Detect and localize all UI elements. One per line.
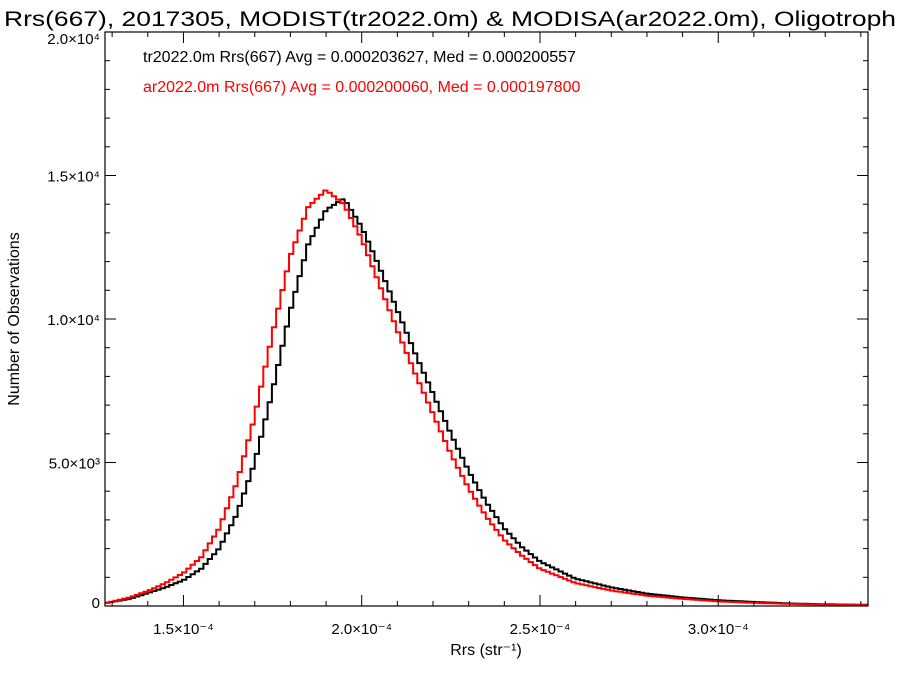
y-tick-label: 1.0×10⁴ (47, 312, 100, 329)
series-line-tr2022.0m (105, 198, 868, 606)
chart-title: Rrs(667), 2017305, MODIST(tr2022.0m) & M… (4, 7, 896, 31)
series-line-ar2022.0m (105, 189, 868, 607)
y-tick-label: 1.5×10⁴ (47, 169, 100, 186)
series-annotation-ar: ar2022.0m Rrs(667) Avg = 0.000200060, Me… (143, 79, 580, 96)
axes: 1.5×10⁻⁴ 2.0×10⁻⁴ 2.5×10⁻⁴ 3.0×10⁻⁴ 0 5.0×10³… (47, 31, 868, 638)
y-tick-label: 0 (92, 595, 100, 612)
x-tick-label: 2.5×10⁻⁴ (510, 621, 571, 638)
y-tick-label: 2.0×10⁴ (47, 31, 100, 48)
x-tick-label: 3.0×10⁻⁴ (688, 621, 749, 638)
series-annotation-tr: tr2022.0m Rrs(667) Avg = 0.000203627, Me… (143, 49, 576, 66)
plot-marks (105, 189, 868, 607)
x-tick-label: 2.0×10⁻⁴ (331, 621, 392, 638)
x-tick-label: 1.5×10⁻⁴ (153, 621, 214, 638)
y-tick-label: 5.0×10³ (49, 456, 100, 473)
y-axis-label: Number of Observations (6, 232, 23, 405)
x-axis-label: Rrs (str⁻¹) (450, 642, 522, 659)
